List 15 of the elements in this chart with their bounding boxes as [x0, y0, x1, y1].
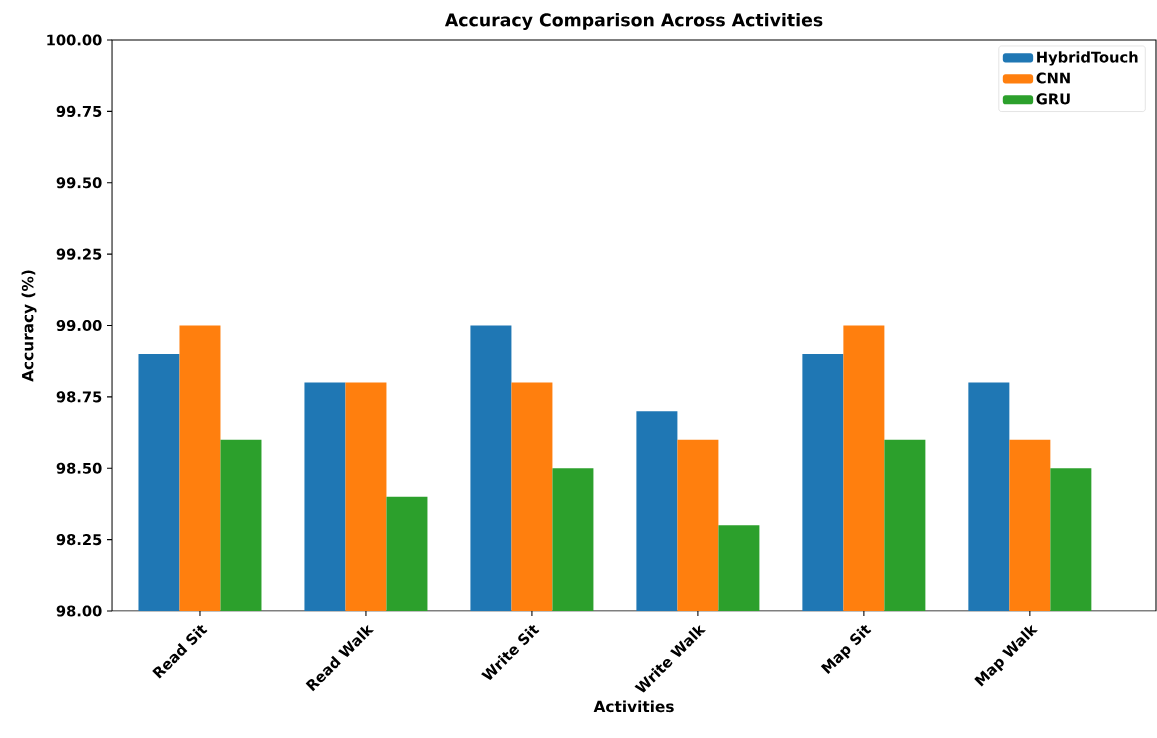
y-tick-label: 99.75 — [56, 105, 102, 117]
y-tick-label: 99.50 — [56, 177, 102, 189]
legend-label: CNN — [1036, 72, 1070, 84]
chart-title: Accuracy Comparison Across Activities — [444, 13, 823, 30]
x-axis-title: Activities — [593, 700, 674, 713]
y-tick-label: 99.25 — [56, 248, 102, 260]
legend-label: GRU — [1036, 93, 1070, 105]
y-tick-label: 99.00 — [56, 319, 102, 332]
y-tick-label: 98.75 — [56, 391, 102, 403]
legend-label: HybridTouch — [1037, 51, 1138, 66]
y-tick-label: 98.00 — [56, 605, 102, 617]
y-tick-label: 98.50 — [56, 462, 102, 474]
y-tick-label: 98.25 — [56, 534, 102, 546]
y-axis-title: Accuracy (%) — [21, 270, 37, 382]
y-tick-label: 100.00 — [47, 34, 102, 46]
